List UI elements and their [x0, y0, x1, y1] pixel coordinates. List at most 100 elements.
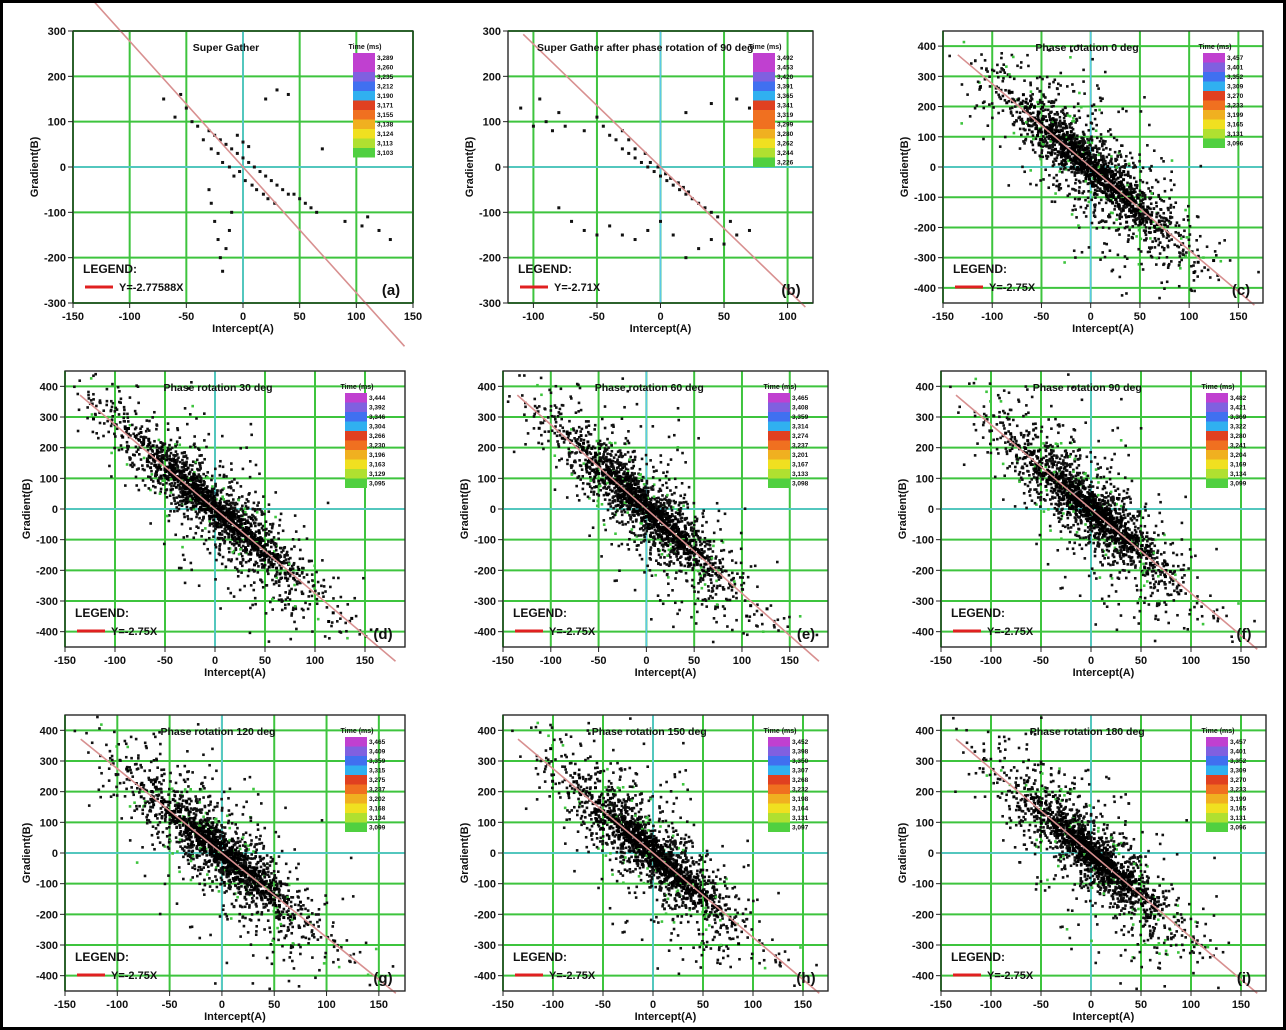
- data-point: [672, 528, 676, 532]
- data-point: [1125, 257, 1129, 260]
- data-point: [1163, 287, 1166, 290]
- data-point: [180, 504, 184, 508]
- data-point: [185, 505, 189, 509]
- data-point: [141, 464, 144, 467]
- data-point: [1029, 118, 1033, 122]
- data-point: [219, 497, 223, 501]
- data-point: [227, 535, 231, 539]
- data-point: [695, 519, 699, 523]
- data-point: [1138, 193, 1142, 197]
- data-point: [1078, 158, 1082, 162]
- data-point: [1085, 172, 1089, 176]
- data-point: [197, 501, 201, 505]
- data-point: [232, 532, 236, 536]
- data-point: [98, 399, 102, 402]
- data-point: [1070, 137, 1074, 141]
- data-point: [292, 561, 296, 565]
- data-point: [1156, 211, 1160, 215]
- data-point: [264, 174, 268, 178]
- data-point: [1011, 97, 1014, 101]
- data-point: [1124, 202, 1128, 206]
- data-point: [594, 473, 598, 477]
- colorbar-label: 3,280: [777, 131, 794, 138]
- data-point: [600, 555, 603, 558]
- data-point: [251, 546, 255, 550]
- data-point: [362, 576, 365, 580]
- data-point: [253, 507, 256, 511]
- colorbar-label: 3,352: [1227, 74, 1244, 81]
- data-point: [650, 574, 654, 577]
- data-point: [1109, 172, 1112, 175]
- data-point: [244, 538, 248, 542]
- data-point: [280, 608, 284, 612]
- data-point: [1074, 189, 1077, 192]
- data-point: [1218, 241, 1221, 245]
- colorbar-swatch: [1203, 91, 1225, 101]
- data-point: [155, 452, 159, 456]
- data-point: [1012, 98, 1016, 102]
- y-tick-label: 300: [918, 71, 936, 83]
- data-point: [198, 448, 201, 452]
- data-point: [126, 446, 129, 449]
- x-axis-label: Intercept(A): [1072, 323, 1134, 335]
- colorbar-swatch: [345, 450, 367, 460]
- data-point: [1128, 209, 1132, 213]
- data-point: [665, 495, 668, 498]
- data-point: [213, 497, 217, 500]
- data-point: [156, 455, 159, 458]
- data-point: [229, 527, 233, 531]
- data-point: [294, 588, 297, 592]
- data-point: [133, 409, 137, 413]
- data-point: [1123, 166, 1126, 169]
- data-point: [1065, 162, 1068, 166]
- data-point: [1018, 147, 1022, 150]
- data-point: [1060, 152, 1064, 156]
- data-point: [233, 507, 237, 510]
- data-point: [321, 559, 324, 562]
- data-point: [147, 437, 151, 441]
- data-point: [1064, 106, 1067, 110]
- data-point: [1085, 157, 1089, 160]
- data-point: [664, 505, 667, 509]
- data-point: [99, 401, 102, 405]
- data-point: [1118, 275, 1122, 279]
- data-point: [1203, 266, 1206, 269]
- data-point: [1095, 147, 1099, 151]
- data-point: [1046, 151, 1050, 154]
- data-point: [606, 437, 609, 441]
- data-point: [337, 576, 340, 580]
- data-point: [177, 566, 181, 570]
- data-point: [676, 181, 680, 185]
- data-point: [1085, 151, 1089, 155]
- data-point: [1045, 157, 1049, 160]
- data-point: [1076, 145, 1080, 149]
- data-point: [1047, 85, 1051, 89]
- data-point: [670, 493, 674, 496]
- data-point: [1112, 188, 1116, 192]
- data-point: [669, 537, 673, 540]
- data-point: [1045, 125, 1049, 129]
- data-point: [262, 528, 265, 532]
- data-point: [1169, 215, 1172, 219]
- data-point: [1081, 162, 1085, 166]
- data-point: [557, 445, 561, 448]
- data-point: [205, 498, 208, 502]
- data-point: [717, 509, 721, 513]
- x-tick-label: -50: [589, 311, 605, 323]
- data-point: [1040, 137, 1044, 141]
- data-point: [1108, 128, 1112, 131]
- data-point: [322, 585, 326, 588]
- data-point: [111, 401, 115, 405]
- data-point: [194, 479, 197, 483]
- data-point: [518, 374, 521, 377]
- data-point: [1093, 117, 1097, 121]
- data-point: [1038, 128, 1042, 132]
- data-point: [245, 551, 249, 555]
- data-point: [1123, 173, 1127, 177]
- data-point: [163, 474, 167, 478]
- data-point: [603, 405, 607, 408]
- data-point: [1057, 121, 1060, 125]
- data-point: [213, 499, 217, 503]
- data-point: [239, 548, 242, 551]
- data-point: [267, 558, 271, 562]
